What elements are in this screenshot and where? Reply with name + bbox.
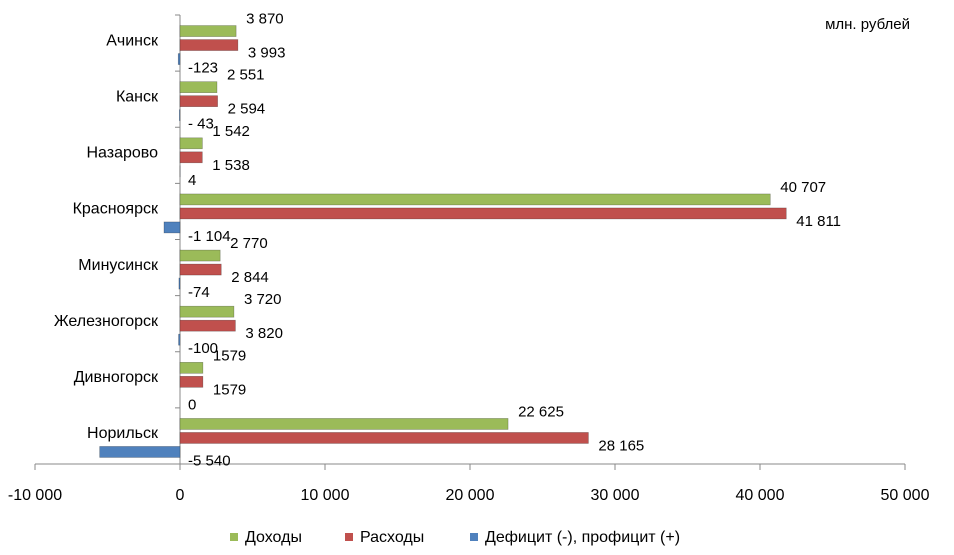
value-label: 2 594 (228, 101, 266, 118)
bar (179, 249, 221, 262)
x-tick-label: 20 000 (446, 487, 495, 504)
value-label: 1 542 (212, 123, 250, 140)
x-tick-label: -10 000 (8, 487, 62, 504)
bar (163, 221, 181, 234)
value-label: 1579 (213, 381, 246, 398)
value-label: -74 (188, 284, 210, 301)
bar (179, 109, 181, 121)
bar (179, 432, 589, 444)
value-label: 40 707 (780, 179, 826, 196)
bar (179, 418, 509, 430)
bar (179, 362, 204, 374)
y-tick-label: Красноярск (73, 201, 159, 218)
value-label: - 43 (188, 116, 214, 133)
x-tick-label: 40 000 (736, 487, 785, 504)
x-tick-label: 0 (176, 487, 185, 504)
bar (99, 446, 181, 458)
y-tick-label: Железногорск (54, 313, 159, 330)
legend-label: Расходы (360, 529, 424, 546)
bar (178, 277, 181, 290)
bar (178, 333, 181, 346)
legend-label: Дефицит (-), профицит (+) (485, 529, 680, 546)
y-tick-label: Минусинск (78, 257, 159, 274)
legend-marker (470, 533, 478, 541)
bar (179, 193, 771, 206)
bar (177, 53, 181, 65)
value-label: 1 538 (212, 157, 250, 174)
value-label: 2 844 (231, 269, 269, 286)
value-label: 2 770 (230, 235, 268, 252)
value-label: 22 625 (518, 403, 564, 420)
value-label: 3 870 (246, 11, 284, 28)
value-label: 0 (188, 396, 196, 413)
value-label: -5 540 (188, 452, 231, 469)
value-label: 3 720 (244, 291, 282, 308)
bar (179, 319, 236, 332)
bar (179, 263, 222, 276)
bar (179, 207, 787, 220)
value-label: 41 811 (796, 213, 841, 230)
y-tick-label: Ачинск (106, 32, 159, 49)
value-label: 28 165 (598, 437, 644, 454)
value-label: 3 993 (248, 45, 286, 62)
annotation: млн. рублей (825, 16, 910, 33)
bar (179, 39, 239, 51)
bar (179, 305, 235, 318)
y-tick-label: Назарово (86, 145, 158, 162)
legend-marker (345, 533, 353, 541)
value-label: -123 (188, 60, 218, 77)
bar (179, 151, 203, 164)
value-label: 3 820 (245, 325, 283, 342)
value-label: 4 (188, 172, 196, 189)
y-tick-label: Дивногорск (74, 369, 159, 386)
x-tick-label: 50 000 (881, 487, 930, 504)
legend-marker (230, 533, 238, 541)
x-tick-label: 30 000 (591, 487, 640, 504)
y-tick-label: Норильск (87, 425, 159, 442)
bar (179, 81, 218, 93)
value-label: 1579 (213, 347, 246, 364)
bar (179, 376, 204, 388)
value-label: -1 104 (188, 228, 231, 245)
bar (179, 137, 203, 150)
bar (179, 25, 237, 37)
x-tick-label: 10 000 (301, 487, 350, 504)
bar (179, 95, 218, 107)
y-tick-label: Канск (116, 88, 159, 105)
value-label: 2 551 (227, 67, 265, 84)
legend-label: Доходы (245, 529, 302, 546)
value-label: -100 (188, 340, 218, 357)
